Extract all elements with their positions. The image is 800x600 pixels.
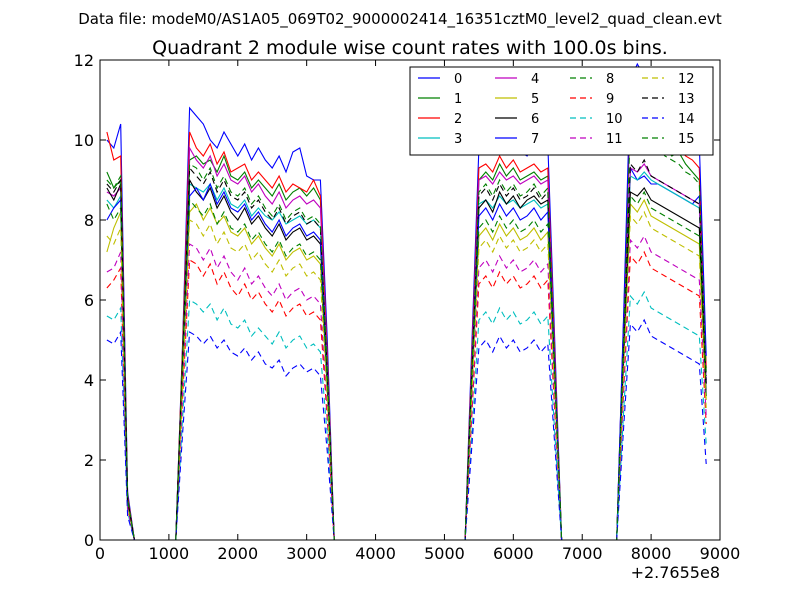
x-tick-label: 8000 bbox=[631, 544, 672, 563]
legend-label: 1 bbox=[454, 92, 462, 107]
legend-label: 3 bbox=[454, 132, 462, 147]
legend-item-2: 2 bbox=[418, 112, 462, 127]
legend-item-9: 9 bbox=[570, 92, 614, 107]
legend-label: 2 bbox=[454, 112, 462, 127]
x-tick-label: 7000 bbox=[562, 544, 603, 563]
legend-item-15: 15 bbox=[642, 132, 695, 147]
x-tick-label: 3000 bbox=[286, 544, 327, 563]
x-tick-label: 5000 bbox=[424, 544, 465, 563]
legend-label: 14 bbox=[678, 112, 695, 127]
legend-item-10: 10 bbox=[570, 112, 623, 127]
legend-item-4: 4 bbox=[495, 72, 539, 87]
legend-item-11: 11 bbox=[570, 132, 623, 147]
x-tick-label: 1000 bbox=[149, 544, 190, 563]
legend-label: 8 bbox=[606, 72, 614, 87]
x-tick-label: 0 bbox=[95, 544, 105, 563]
y-tick-label: 8 bbox=[84, 211, 94, 230]
legend-label: 12 bbox=[678, 72, 695, 87]
x-tick-label: 9000 bbox=[700, 544, 741, 563]
legend-label: 9 bbox=[606, 92, 614, 107]
legend-label: 10 bbox=[606, 112, 623, 127]
data-file-label: Data file: modeM0/AS1A05_069T02_90000024… bbox=[78, 10, 722, 29]
axis-ticks: 0 1000 2000 3000 4000 5000 6000 7000 8000 9000 0 2 4… bbox=[74, 51, 741, 563]
legend-item-12: 12 bbox=[642, 72, 695, 87]
y-tick-label: 6 bbox=[84, 291, 94, 310]
legend-item-0: 0 bbox=[418, 72, 462, 87]
x-axis-offset-label: +2.7655e8 bbox=[631, 563, 720, 582]
x-tick-label: 6000 bbox=[493, 544, 534, 563]
legend-item-6: 6 bbox=[495, 112, 539, 127]
plot-border bbox=[99, 59, 721, 541]
legend-label: 11 bbox=[606, 132, 623, 147]
y-tick-label: 4 bbox=[84, 371, 94, 390]
legend-item-1: 1 bbox=[418, 92, 462, 107]
y-tick-label: 12 bbox=[74, 51, 94, 70]
legend-item-13: 13 bbox=[642, 92, 695, 107]
legend-item-14: 14 bbox=[642, 112, 695, 127]
legend-label: 0 bbox=[454, 72, 462, 87]
x-tick-label: 2000 bbox=[217, 544, 258, 563]
chart-title: Quadrant 2 module wise count rates with … bbox=[152, 37, 668, 59]
y-tick-label: 0 bbox=[84, 531, 94, 550]
legend-item-7: 7 bbox=[495, 132, 539, 147]
legend-label: 5 bbox=[531, 92, 539, 107]
x-tick-label: 4000 bbox=[355, 544, 396, 563]
y-tick-label: 10 bbox=[74, 131, 94, 150]
legend-label: 6 bbox=[531, 112, 539, 127]
legend-item-3: 3 bbox=[418, 132, 462, 147]
legend-item-8: 8 bbox=[570, 72, 614, 87]
legend-box bbox=[409, 66, 714, 156]
legend-label: 4 bbox=[531, 72, 539, 87]
legend-item-5: 5 bbox=[495, 92, 539, 107]
legend-label: 15 bbox=[678, 132, 695, 147]
legend-label: 7 bbox=[531, 132, 539, 147]
legend-label: 13 bbox=[678, 92, 695, 107]
y-tick-label: 2 bbox=[84, 451, 94, 470]
